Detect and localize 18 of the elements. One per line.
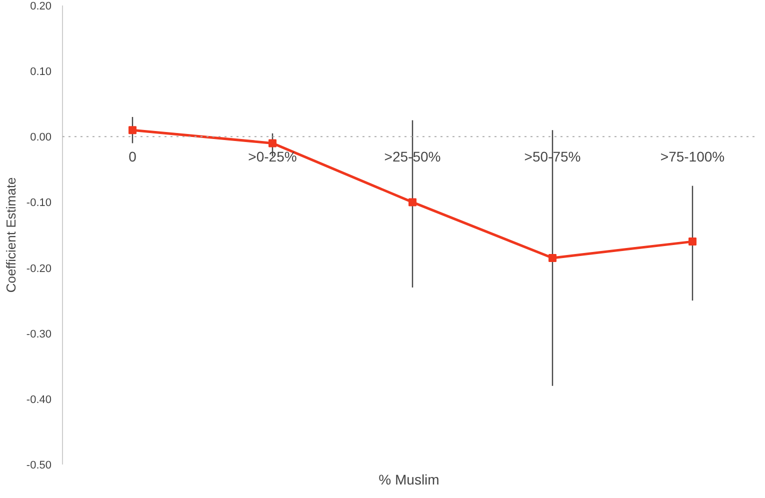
y-tick-label: -0.20 bbox=[26, 262, 52, 275]
y-axis-title: Coefficient Estimate bbox=[3, 177, 18, 293]
x-tick-label: >75-100% bbox=[660, 148, 725, 165]
y-tick-label: 0.10 bbox=[30, 66, 52, 78]
point bbox=[408, 198, 416, 206]
x-tick-label: >0-25% bbox=[248, 148, 297, 165]
y-tick-label: -0.30 bbox=[26, 328, 52, 340]
y-tick-label: 0.00 bbox=[30, 132, 52, 144]
point bbox=[548, 254, 556, 262]
y-tick-label: -0.50 bbox=[26, 460, 52, 472]
x-tick-label: 0 bbox=[128, 148, 137, 165]
point bbox=[128, 126, 136, 134]
y-tick-label: -0.10 bbox=[26, 197, 52, 210]
point bbox=[268, 139, 276, 148]
y-tick-label: 0.20 bbox=[30, 0, 52, 12]
y-tick-label: -0.40 bbox=[26, 394, 52, 406]
x-axis-title: % Muslim bbox=[378, 472, 440, 488]
point bbox=[688, 238, 696, 246]
